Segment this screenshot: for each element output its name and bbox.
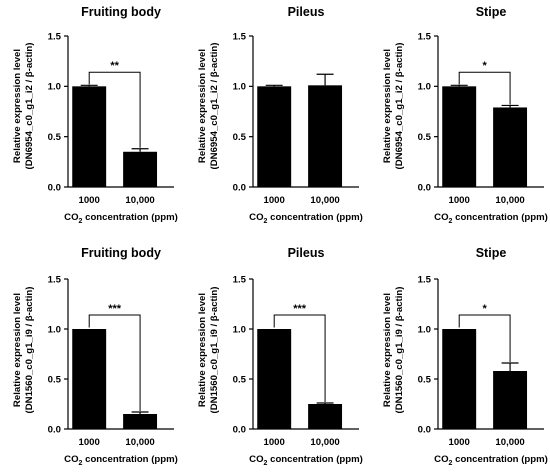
y-tick-label: 0.0 [48,424,61,435]
chart-panel-6: Stipe 0.0 0.5 1.0 1.5 Relative expression lev… [382,246,548,467]
y-tick-label: 1.0 [48,324,61,335]
bar [442,329,477,429]
y-tick-label: 1.0 [233,82,246,93]
y-axis-label: Relative expression level (DN6954_c0_g1_i… [382,43,405,170]
bar [257,329,292,429]
significance-label: *** [293,303,307,315]
significance-label: ** [110,60,119,72]
y-tick-label: 1.0 [418,324,431,335]
y-tick-label: 0.5 [48,374,62,385]
x-tick-label: 1000 [79,437,100,448]
y-tick-label: 1.5 [48,31,62,42]
y-axis-label-line1: Relative expression level [382,293,393,407]
chart-panel-2: Pileus 0.0 0.5 1.0 1.5 Relative expression le… [197,5,363,225]
y-tick-label: 0.5 [418,132,432,143]
bar [493,371,528,429]
bar [123,151,158,187]
significance-label: * [482,60,487,72]
y-axis-label: Relative expression level (DN6954_c0_g1_i… [197,43,220,170]
y-axis-label-line2: (DN6954_c0_g1_i2 / β-actin) [24,43,35,170]
x-tick-label: 1000 [264,195,285,206]
bar [72,329,107,429]
y-tick-label: 0.0 [418,182,431,193]
y-axis-label-line1: Relative expression level [12,293,23,407]
significance-bracket [88,314,141,411]
x-tick-label: 10,000 [495,437,524,448]
panel-title: Fruiting body [81,246,161,260]
y-axis-label-line1: Relative expression level [197,49,208,163]
y-axis-label: Relative expression level (DN1560_c0_g1_i… [197,287,220,414]
significance-bracket [458,71,511,105]
y-axis-label: Relative expression level (DN1560_c0_g1_i… [12,287,35,414]
x-tick-label: 10,000 [125,437,154,448]
y-axis-label-line2: (DN1560_c0_g1_i9 / β-actin) [394,287,405,414]
chart-panel-4: Fruiting body 0.0 0.5 1.0 1.5 Relative expres… [12,246,178,467]
panel-title: Fruiting body [81,5,161,19]
y-tick-label: 0.5 [233,132,247,143]
x-tick-label: 10,000 [310,195,339,206]
bar [72,86,107,187]
panel-title: Pileus [288,5,325,19]
panel-title: Stipe [476,246,507,260]
y-axis-label-line2: (DN6954_c0_g1_i2 / β-actin) [394,43,405,170]
panel-title: Stipe [476,5,507,19]
x-axis-label: CO2 concentration (ppm) [434,212,548,225]
panel-title: Pileus [288,246,325,260]
y-tick-label: 0.5 [48,132,62,143]
y-axis-label-line2: (DN1560_c0_g1_i9 / β-actin) [24,287,35,414]
significance-bracket [88,71,141,148]
x-axis-label: CO2 concentration (ppm) [249,212,363,225]
x-axis-label: CO2 concentration (ppm) [64,212,178,225]
chart-panel-5: Pileus 0.0 0.5 1.0 1.5 Relative expression le… [197,246,363,467]
x-tick-label: 10,000 [310,437,339,448]
significance-bracket [273,314,326,402]
y-axis-label-line1: Relative expression level [12,49,23,163]
y-tick-label: 0.5 [233,374,247,385]
y-tick-label: 0.5 [418,374,432,385]
bar [123,414,158,429]
y-tick-label: 0.0 [233,424,246,435]
y-tick-label: 1.0 [233,324,246,335]
y-axis-label-line1: Relative expression level [382,49,393,163]
y-axis-label-line1: Relative expression level [197,293,208,407]
y-tick-label: 0.0 [418,424,431,435]
bar [493,107,528,187]
x-axis-label: CO2 concentration (ppm) [64,454,178,467]
x-tick-label: 1000 [264,437,285,448]
y-tick-label: 1.5 [48,274,62,285]
significance-label: *** [108,303,122,315]
x-tick-label: 10,000 [495,195,524,206]
y-tick-label: 1.5 [418,274,432,285]
x-tick-label: 1000 [79,195,100,206]
significance-bracket [458,314,511,362]
y-tick-label: 1.0 [48,82,61,93]
bar [442,86,477,187]
chart-panel-3: Stipe 0.0 0.5 1.0 1.5 Relative expression lev… [382,5,548,225]
x-tick-label: 1000 [449,195,470,206]
x-axis-label: CO2 concentration (ppm) [249,454,363,467]
chart-panel-1: Fruiting body 0.0 0.5 1.0 1.5 Relative expres… [12,5,178,225]
y-tick-label: 1.5 [233,274,247,285]
bar [308,85,343,187]
bar [257,86,292,187]
x-tick-label: 1000 [449,437,470,448]
y-tick-label: 1.5 [233,31,247,42]
y-tick-label: 1.5 [418,31,432,42]
y-axis-label-line2: (DN6954_c0_g1_i2 / β-actin) [209,43,220,170]
y-axis-label: Relative expression level (DN1560_c0_g1_i… [382,287,405,414]
y-axis-label-line2: (DN1560_c0_g1_i9 / β-actin) [209,287,220,414]
y-tick-label: 0.0 [233,182,246,193]
significance-label: * [482,303,487,315]
y-tick-label: 1.0 [418,82,431,93]
bar [308,404,343,429]
x-tick-label: 10,000 [125,195,154,206]
x-axis-label: CO2 concentration (ppm) [434,454,548,467]
y-axis-label: Relative expression level (DN6954_c0_g1_i… [12,43,35,170]
y-tick-label: 0.0 [48,182,61,193]
